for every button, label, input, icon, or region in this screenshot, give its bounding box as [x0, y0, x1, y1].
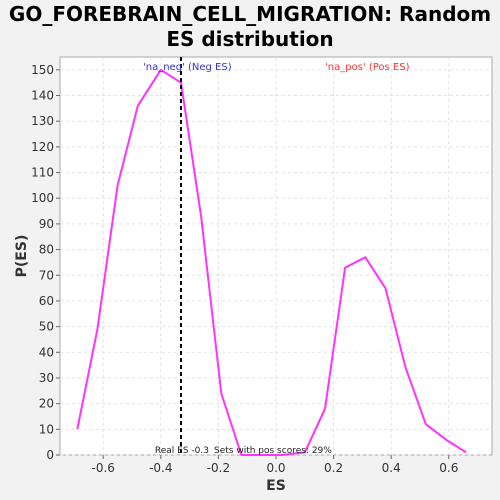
pos-scores-annotation: Sets with pos scores: 29%	[214, 446, 332, 456]
y-tick-label: 80	[39, 243, 54, 257]
x-tick-label: 0.6	[439, 461, 458, 475]
x-tick-label: 0.0	[266, 461, 285, 475]
x-axis-ticks: -0.6 -0.4 -0.2 0.0 0.2 0.4 0.6	[91, 455, 458, 475]
x-tick-label: 0.2	[324, 461, 343, 475]
y-tick-label: 140	[31, 89, 54, 103]
y-tick-label: 30	[39, 371, 54, 385]
y-tick-label: 150	[31, 63, 54, 77]
y-tick-label: 20	[39, 397, 54, 411]
y-tick-label: 40	[39, 345, 54, 359]
real-es-label: Real ES -0.3	[155, 446, 209, 456]
y-axis-ticks: 0 10 20 30 40 50 60 70 80 90 100 110 120 130 140 150	[31, 63, 60, 462]
real-es-group: Real ES -0.3	[155, 57, 209, 456]
y-tick-label: 100	[31, 191, 54, 205]
y-tick-label: 0	[46, 448, 54, 462]
legend-neg-es: 'na_neg' (Neg ES)	[143, 62, 232, 73]
x-tick-label: -0.2	[207, 461, 230, 475]
y-tick-label: 50	[39, 320, 54, 334]
y-tick-label: 70	[39, 268, 54, 282]
y-axis-label: P(ES)	[14, 235, 30, 278]
y-tick-label: 130	[31, 114, 54, 128]
es-distribution-line	[76, 68, 467, 456]
y-tick-label: 10	[39, 422, 54, 436]
x-axis-label: ES	[266, 478, 286, 494]
chart-title: GO_FOREBRAIN_CELL_MIGRATION: Random ES d…	[8, 2, 492, 51]
y-tick-label: 90	[39, 217, 54, 231]
legend-pos-es: 'na_pos' (Pos ES)	[325, 62, 410, 73]
y-tick-label: 110	[31, 166, 54, 180]
x-tick-label: -0.4	[149, 461, 172, 475]
y-tick-label: 60	[39, 294, 54, 308]
x-tick-label: 0.4	[382, 461, 401, 475]
x-tick-label: -0.6	[91, 461, 114, 475]
y-tick-label: 120	[31, 140, 54, 154]
grid-lines	[60, 57, 492, 456]
series-group	[76, 68, 467, 456]
